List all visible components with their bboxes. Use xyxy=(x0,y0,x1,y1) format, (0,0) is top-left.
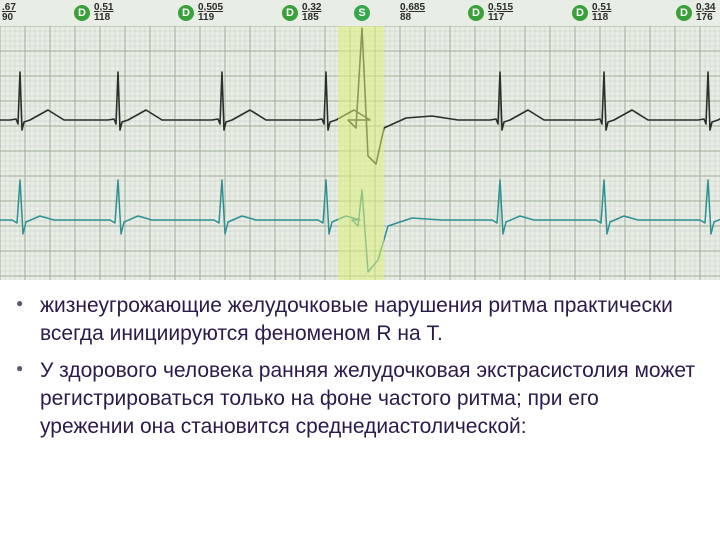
marker-badge: D xyxy=(178,5,194,21)
marker-values: 0,505119 xyxy=(198,3,223,24)
marker-badge: D xyxy=(572,5,588,21)
ecg-marker-row: .6790D0,51118D0,505119D0,32185S0,68588D0… xyxy=(0,0,720,26)
text-panel: жизнеугрожающие желудочковые нарушения р… xyxy=(0,280,720,463)
marker-badge: D xyxy=(468,5,484,21)
ecg-marker: D0,34176 xyxy=(676,3,715,24)
ecg-highlight xyxy=(338,0,384,280)
marker-values: .6790 xyxy=(2,3,16,24)
ecg-marker: 0,68588 xyxy=(400,3,425,24)
marker-values: 0,68588 xyxy=(400,3,425,24)
marker-values: 0,34176 xyxy=(696,3,715,24)
marker-badge: D xyxy=(74,5,90,21)
ecg-panel: .6790D0,51118D0,505119D0,32185S0,68588D0… xyxy=(0,0,720,280)
marker-values: 0,51118 xyxy=(592,3,611,24)
marker-badge: D xyxy=(282,5,298,21)
marker-badge: S xyxy=(354,5,370,21)
list-item: У здорового человека ранняя желудочковая… xyxy=(4,357,696,440)
ecg-marker: D0,51118 xyxy=(572,3,611,24)
ecg-marker: S xyxy=(354,5,370,21)
ecg-marker: .6790 xyxy=(2,3,16,24)
ecg-marker: D0,505119 xyxy=(178,3,223,24)
bullet-text: жизнеугрожающие желудочковые нарушения р… xyxy=(40,294,673,345)
ecg-marker: D0,32185 xyxy=(282,3,321,24)
marker-values: 0,32185 xyxy=(302,3,321,24)
ecg-marker: D0,515117 xyxy=(468,3,513,24)
bullet-list: жизнеугрожающие желудочковые нарушения р… xyxy=(4,292,696,441)
list-item: жизнеугрожающие желудочковые нарушения р… xyxy=(4,292,696,347)
bullet-text: У здорового человека ранняя желудочковая… xyxy=(40,359,695,437)
marker-badge: D xyxy=(676,5,692,21)
marker-values: 0,515117 xyxy=(488,3,513,24)
ecg-marker: D0,51118 xyxy=(74,3,113,24)
marker-values: 0,51118 xyxy=(94,3,113,24)
